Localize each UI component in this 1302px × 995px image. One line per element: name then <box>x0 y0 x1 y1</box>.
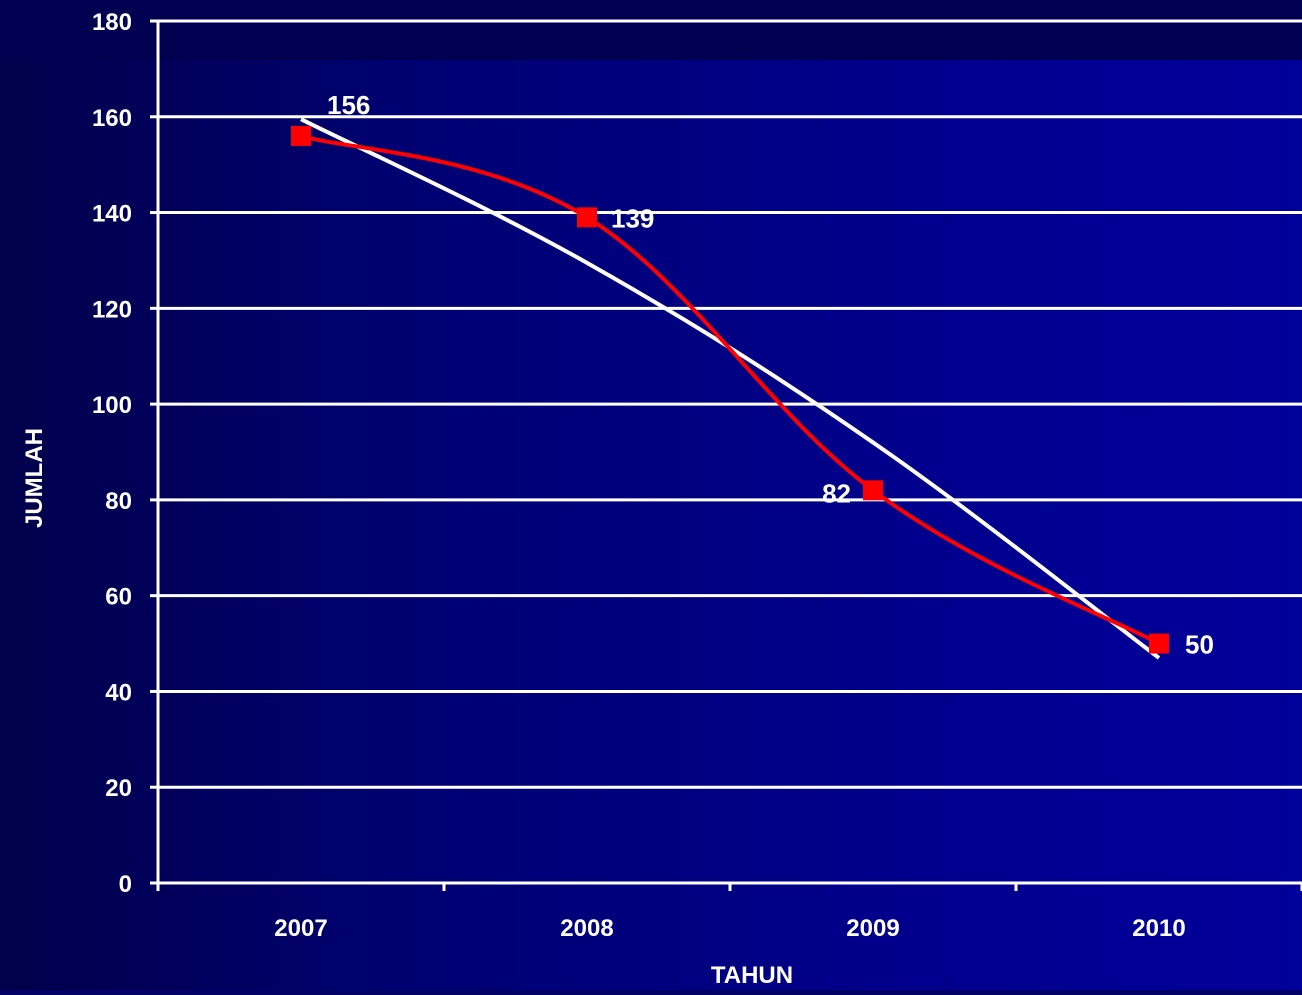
y-tick-label-100: 100 <box>92 392 132 419</box>
data-label-2008: 139 <box>611 203 654 233</box>
y-tick-label-180: 180 <box>92 9 132 36</box>
y-tick-label-0: 0 <box>119 871 132 898</box>
y-tick-labels: 0 20 40 60 80 100 120 140 160 180 <box>92 9 132 898</box>
x-tick-label-2008: 2008 <box>560 915 613 942</box>
data-marker-2010 <box>1149 633 1169 654</box>
data-marker-2009 <box>863 480 883 501</box>
data-label-2010: 50 <box>1185 630 1214 660</box>
series-line <box>300 134 1160 646</box>
axes <box>150 19 1302 891</box>
y-tick-label-60: 60 <box>105 584 132 611</box>
data-label-2009: 82 <box>822 478 851 508</box>
x-tick-labels: 2007 2008 2009 2010 <box>274 915 1185 942</box>
data-labels: 156 139 82 50 <box>327 90 1214 660</box>
y-tick-label-40: 40 <box>105 679 132 706</box>
y-tick-label-140: 140 <box>92 201 132 228</box>
y-tick-label-20: 20 <box>105 775 132 802</box>
y-axis-title: JUMLAH <box>21 428 48 528</box>
y-tick-label-80: 80 <box>105 488 132 515</box>
trend-line <box>300 117 1161 660</box>
y-tick-label-120: 120 <box>92 296 132 323</box>
x-axis-title: TAHUN <box>711 962 793 989</box>
x-tick-label-2009: 2009 <box>846 915 899 942</box>
data-label-2007: 156 <box>327 90 370 120</box>
x-tick-label-2010: 2010 <box>1132 915 1185 942</box>
x-tick-label-2007: 2007 <box>274 915 327 942</box>
data-marker-2008 <box>577 207 597 228</box>
data-marker-2007 <box>291 125 311 146</box>
y-tick-label-160: 160 <box>92 105 132 132</box>
gridlines <box>158 19 1302 789</box>
data-markers <box>291 125 1169 654</box>
header-band <box>0 0 1302 60</box>
